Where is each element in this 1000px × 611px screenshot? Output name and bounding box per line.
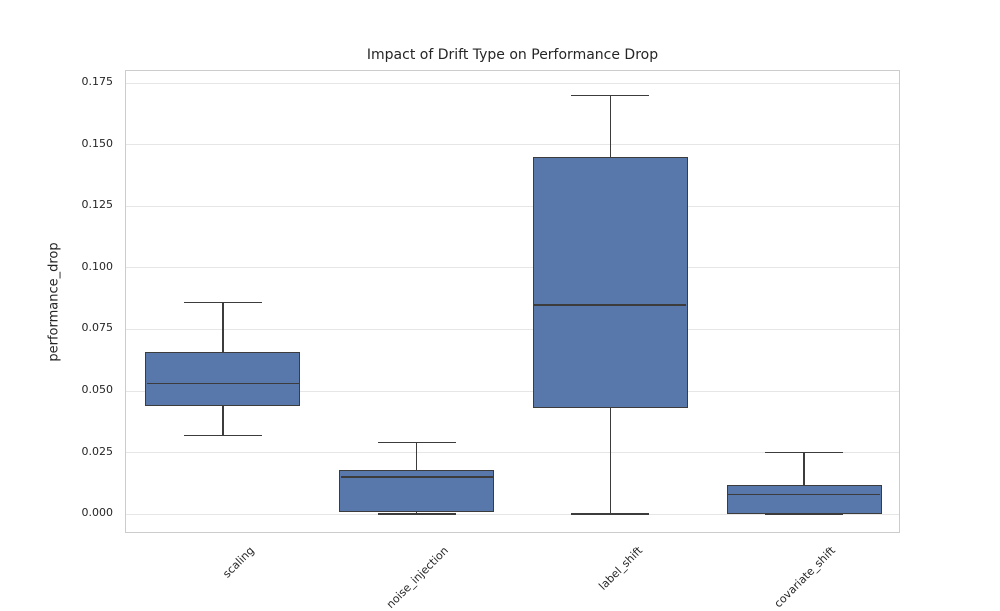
gridline (126, 390, 899, 392)
lower-whisker-line (415, 511, 418, 515)
lower-whisker-cap (183, 434, 262, 437)
y-tick-label: 0.175 (81, 75, 114, 88)
gridline (126, 205, 899, 207)
lower-whisker-cap (571, 513, 650, 515)
x-tick-label: scaling (220, 544, 258, 581)
median-line (534, 304, 687, 306)
upper-whisker-cap (377, 441, 456, 444)
upper-whisker-line (803, 452, 805, 485)
gridline (126, 144, 899, 146)
y-tick-label: 0.000 (81, 506, 114, 520)
gridline (126, 452, 899, 454)
gridline (126, 267, 899, 269)
lower-whisker-line (222, 405, 224, 436)
gridline (126, 328, 899, 330)
gridline (126, 82, 899, 84)
x-tick-label: label_shift (595, 544, 645, 593)
lower-whisker-cap (377, 513, 456, 515)
y-tick-label: 0.150 (81, 136, 114, 150)
x-tick-label: covariate_shift (772, 544, 839, 611)
y-tick-label: 0.050 (81, 383, 114, 396)
lower-whisker-line (609, 408, 612, 515)
upper-whisker-cap (571, 94, 650, 97)
plot-area (125, 70, 900, 533)
chart-title: Impact of Drift Type on Performance Drop (366, 47, 659, 63)
lower-whisker-cap (765, 513, 844, 515)
box-iqr (145, 351, 301, 406)
upper-whisker-cap (765, 451, 844, 454)
gridline (126, 513, 899, 515)
upper-whisker-line (609, 95, 612, 157)
y-tick-label: 0.125 (81, 198, 114, 212)
upper-whisker-cap (183, 301, 262, 304)
y-tick-label: 0.075 (81, 321, 114, 335)
upper-whisker-line (415, 442, 418, 470)
upper-whisker-line (222, 302, 224, 352)
y-tick-label: 0.100 (81, 259, 114, 273)
box-iqr (726, 484, 882, 515)
median-line (340, 476, 493, 478)
y-tick-label: 0.025 (81, 444, 114, 458)
box-iqr (532, 156, 688, 409)
median-line (728, 493, 881, 496)
x-tick-label: noise_injection (383, 544, 451, 611)
median-line (146, 382, 299, 385)
